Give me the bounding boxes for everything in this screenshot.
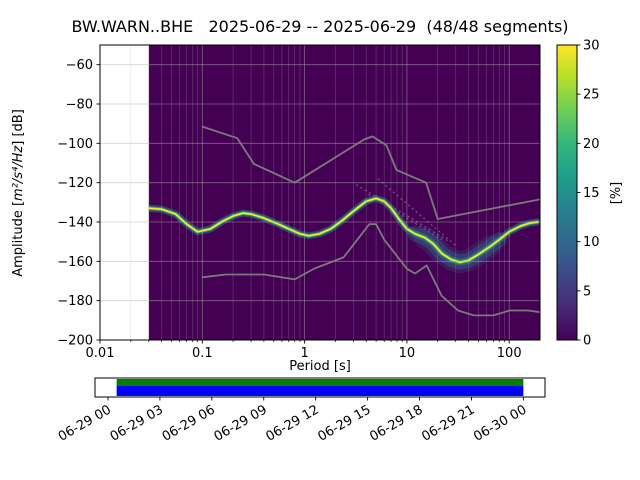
time-tick-label: 06-29 00	[56, 402, 114, 444]
y-tick-label: −60	[66, 58, 93, 73]
time-tick-label: 06-29 21	[419, 402, 477, 444]
colorbar-tick-label: 30	[583, 39, 600, 54]
artifact-streak	[368, 194, 443, 241]
coverage-fill-blue	[116, 386, 524, 396]
colorbar-tick-label: 15	[583, 186, 600, 201]
y-tick-label: −160	[57, 255, 93, 270]
psd-histogram-region	[148, 45, 541, 340]
noise-model-high	[202, 125, 540, 220]
time-tick-label: 06-29 06	[160, 402, 218, 444]
time-tick-label: 06-29 18	[367, 402, 425, 444]
grid-lines	[99, 45, 540, 341]
colorbar: 0 5 10 15 20 25 30	[556, 39, 600, 349]
colorbar-tick-label: 0	[583, 334, 591, 349]
y-tick-label: −140	[57, 216, 93, 231]
time-tick-label: 06-29 03	[108, 402, 166, 444]
time-tick-label: 06-29 09	[212, 402, 270, 444]
noise-model-low	[202, 223, 540, 317]
noise-models	[202, 125, 540, 317]
x-tick-label: 0.01	[86, 346, 115, 361]
y-tick-label: −200	[57, 334, 93, 349]
axes-border	[99, 44, 541, 341]
x-tick-label: 10	[399, 346, 416, 361]
time-tick-label: 06-29 12	[264, 402, 322, 444]
y-tick-label: −80	[66, 98, 93, 113]
psd-distribution	[148, 178, 540, 274]
y-tick-label: −120	[57, 176, 93, 191]
figure-title: BW.WARN..BHE 2025-06-29 -- 2025-06-29 (4…	[71, 17, 569, 36]
x-tick-label: 0.1	[192, 346, 213, 361]
x-tick-label: 100	[497, 346, 522, 361]
y-tick-label: −100	[57, 137, 93, 152]
coverage-fill-green	[116, 379, 524, 386]
x-tick-label: 1	[300, 346, 308, 361]
colorbar-tick-label: 10	[583, 235, 600, 250]
artifact-streak	[356, 184, 450, 243]
colorbar-tick-label: 5	[583, 284, 591, 299]
y-tick-label: −180	[57, 294, 93, 309]
time-tick-label: 06-29 15	[315, 402, 373, 444]
x-axis-label: Period [s]	[289, 359, 351, 374]
colorbar-gradient	[557, 45, 577, 340]
time-tick-label: 06-30 00	[471, 402, 529, 444]
artifact-streak	[377, 178, 457, 246]
axes-frame: 0.01 0.1 1 10 100 −60 −80 −100 −120 −140 −160 −180 −…	[57, 44, 541, 361]
colorbar-tick-label: 20	[583, 137, 600, 152]
psd-mode-curve	[148, 197, 539, 264]
main-axes	[100, 45, 541, 340]
colorbar-tick-label: 25	[583, 88, 600, 103]
